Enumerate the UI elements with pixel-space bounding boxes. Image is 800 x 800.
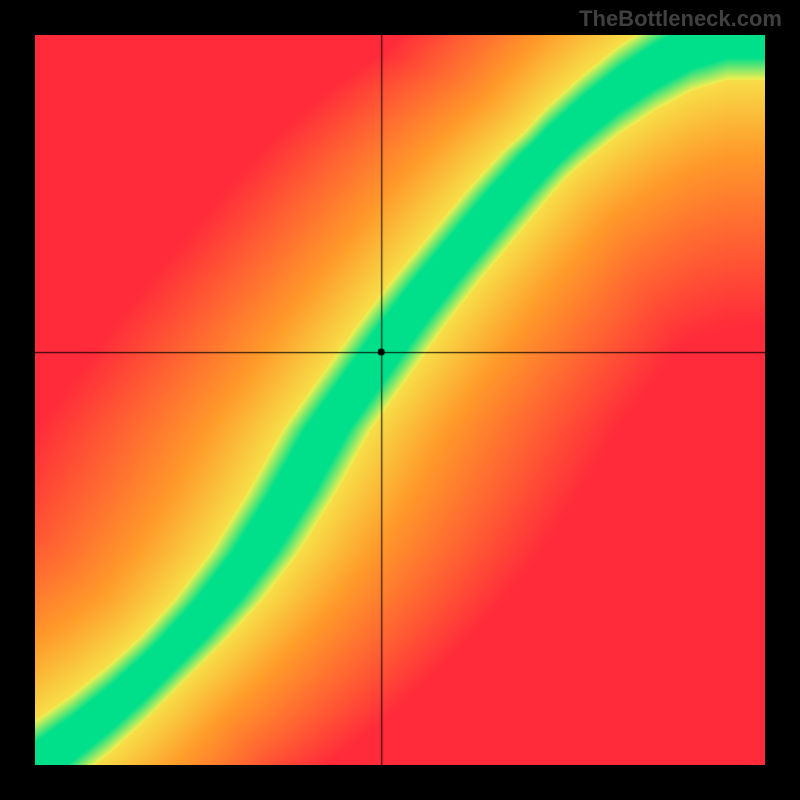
- heatmap-canvas: [35, 35, 765, 765]
- heatmap-plot: [35, 35, 765, 765]
- watermark-text: TheBottleneck.com: [579, 6, 782, 32]
